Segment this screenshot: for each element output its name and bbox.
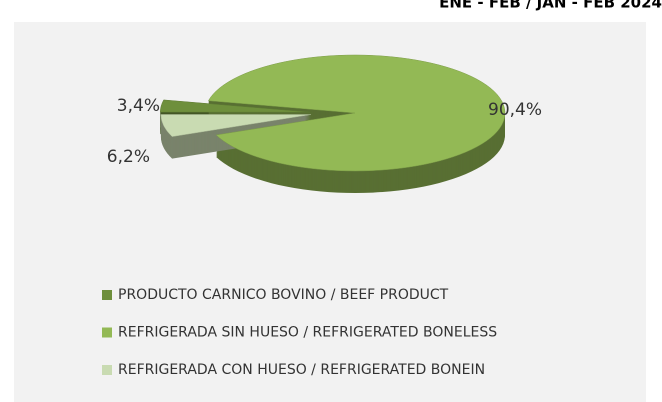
data-label: 90,4% xyxy=(488,100,542,120)
legend-swatch xyxy=(102,327,112,338)
slice xyxy=(160,99,311,113)
legend-label: REFRIGERADA SIN HUESO / REFRIGERATED BON… xyxy=(118,325,497,341)
slice xyxy=(207,54,506,172)
slice xyxy=(160,114,311,137)
chart-title: ENE - FEB / JAN - FEB 2024 xyxy=(439,0,662,12)
legend-swatch xyxy=(102,290,112,300)
legend-label: REFRIGERADA CON HUESO / REFRIGERATED BON… xyxy=(118,362,485,378)
data-label: 3,4% xyxy=(117,96,160,116)
data-label: 6,2% xyxy=(107,147,150,167)
legend-label: PRODUCTO CARNICO BOVINO / BEEF PRODUCT xyxy=(118,287,449,303)
legend-swatch xyxy=(102,365,112,375)
